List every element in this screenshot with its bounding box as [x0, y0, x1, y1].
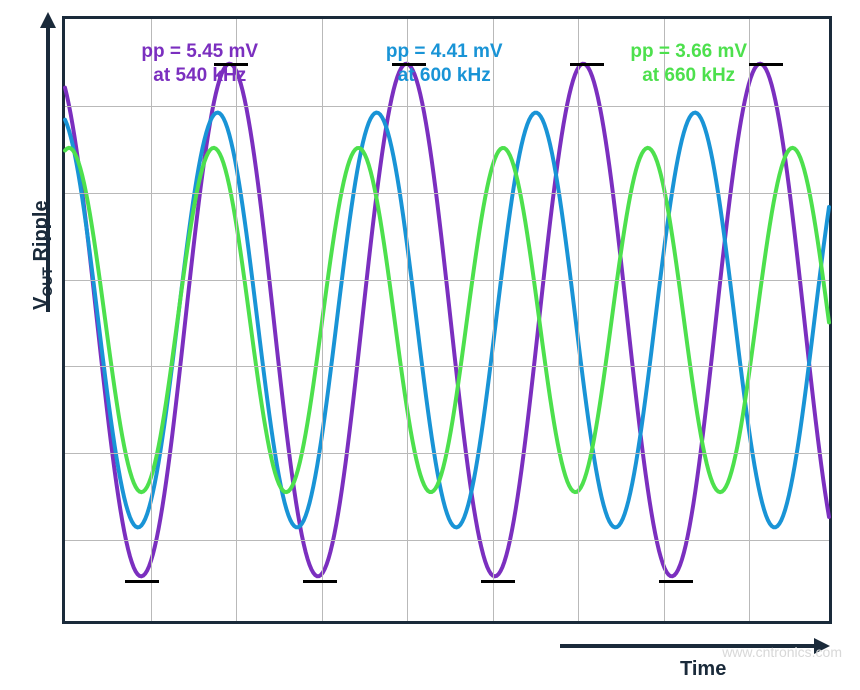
grid-line-h — [65, 540, 829, 541]
grid-line-v — [151, 19, 152, 621]
plot-area: pp = 5.45 mV at 540 kHz pp = 4.41 mV at 600… — [62, 16, 832, 624]
label-line2: at 540 kHz — [153, 65, 246, 86]
label-line1: pp = 5.45 mV — [141, 41, 258, 62]
label-line1: pp = 4.41 mV — [386, 41, 503, 62]
grid-line-v — [407, 19, 408, 621]
label-line1: pp = 3.66 mV — [630, 41, 747, 62]
peak-marker — [214, 63, 248, 66]
grid-line-h — [65, 280, 829, 281]
label-line2: at 600 kHz — [398, 65, 491, 86]
ripple-chart: VOUT Ripple pp = 5.45 mV at 540 kHz pp = 4… — [0, 0, 860, 690]
peak-marker — [659, 580, 693, 583]
grid-line-v — [493, 19, 494, 621]
grid-line-v — [664, 19, 665, 621]
peak-marker — [570, 63, 604, 66]
series-label-green: pp = 3.66 mV at 660 kHz — [630, 40, 747, 88]
grid-line-v — [322, 19, 323, 621]
grid-line-v — [236, 19, 237, 621]
peak-marker — [481, 580, 515, 583]
grid-line-h — [65, 366, 829, 367]
grid-line-v — [749, 19, 750, 621]
label-line2: at 660 kHz — [642, 65, 735, 86]
peak-marker — [303, 580, 337, 583]
grid-line-h — [65, 193, 829, 194]
grid-line-h — [65, 106, 829, 107]
grid-line-h — [65, 453, 829, 454]
x-axis-label: Time — [680, 658, 726, 681]
peak-marker — [392, 63, 426, 66]
peak-marker — [749, 63, 783, 66]
watermark: www.cntronics.com — [722, 644, 842, 660]
y-axis-label: VOUT Ripple — [30, 200, 55, 310]
peak-marker — [125, 580, 159, 583]
grid-line-v — [578, 19, 579, 621]
curves-svg — [65, 19, 829, 621]
